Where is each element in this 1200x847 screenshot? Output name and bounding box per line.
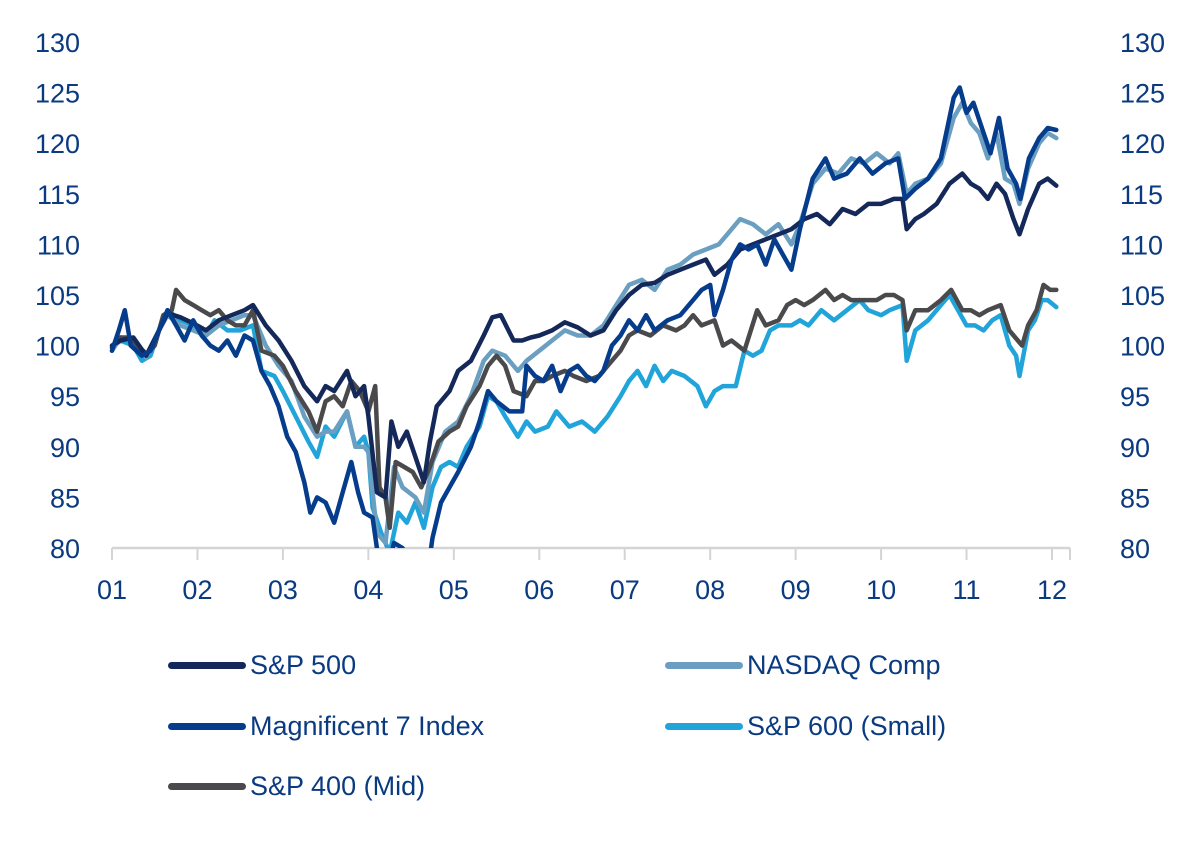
y-tick-label-right: 115 [1120, 180, 1163, 210]
x-tick-label: 12 [1037, 575, 1067, 605]
y-tick-label-right: 105 [1120, 281, 1165, 311]
x-tick-label: 05 [439, 575, 469, 605]
legend-swatch-mag7 [168, 723, 246, 730]
legend-label-sp500: S&P 500 [250, 650, 357, 680]
y-tick-label-right: 85 [1120, 483, 1150, 513]
y-axis-right-labels: 80 85 90 95 100 105 110 115 120 125 130 [1120, 28, 1165, 564]
legend-swatch-nasdaq [665, 662, 743, 669]
series-line-s-p-500 [109, 171, 1059, 500]
x-tick-label: 11 [953, 575, 981, 605]
y-tick-label-left: 115 [37, 180, 80, 210]
x-tick-label: 07 [610, 575, 640, 605]
series-line-s-p-600-small [109, 292, 1059, 548]
y-tick-label-right: 125 [1120, 79, 1165, 109]
y-tick-label-right: 95 [1120, 382, 1150, 412]
y-tick-label-right: 110 [1120, 230, 1163, 260]
y-tick-label-left: 110 [37, 230, 80, 260]
legend-label-mag7: Magnificent 7 Index [250, 711, 485, 741]
x-axis-labels: 01 02 03 04 05 06 07 08 09 10 11 12 [97, 575, 1067, 605]
legend-item-sp400[interactable]: S&P 400 (Mid) [168, 771, 425, 802]
legend-label-sp400: S&P 400 (Mid) [250, 771, 426, 801]
legend-swatch-sp600 [665, 723, 743, 730]
x-tick-label: 09 [781, 575, 811, 605]
legend-item-sp600[interactable]: S&P 600 (Small) [665, 711, 946, 742]
x-tick-label: 02 [182, 575, 212, 605]
y-tick-label-left: 130 [35, 28, 80, 58]
y-tick-label-left: 80 [50, 534, 80, 564]
x-axis-ticks [111, 548, 1071, 560]
series-line-magnificent-7-index [109, 85, 1059, 548]
y-tick-label-right: 120 [1120, 129, 1165, 159]
legend-label-nasdaq: NASDAQ Comp [747, 650, 941, 680]
y-tick-label-right: 80 [1120, 534, 1150, 564]
y-tick-label-left: 85 [50, 483, 80, 513]
x-tick-label: 04 [353, 575, 383, 605]
x-tick-label: 10 [866, 575, 896, 605]
series-line-s-p-400-mid [109, 282, 1059, 531]
x-tick-label: 06 [524, 575, 554, 605]
y-tick-label-right: 130 [1120, 28, 1165, 58]
y-tick-label-left: 125 [35, 79, 80, 109]
y-tick-label-left: 120 [35, 129, 80, 159]
y-tick-label-left: 90 [50, 433, 80, 463]
y-tick-label-right: 100 [1120, 332, 1165, 362]
legend-label-sp600: S&P 600 (Small) [747, 711, 947, 741]
y-axis-left-labels: 80 85 90 95 100 105 110 115 120 125 130 [35, 28, 80, 564]
legend-item-mag7[interactable]: Magnificent 7 Index [168, 711, 484, 742]
legend-swatch-sp500 [168, 662, 246, 669]
y-tick-label-left: 95 [50, 382, 80, 412]
x-tick-label: 03 [268, 575, 298, 605]
x-tick-label: 08 [695, 575, 725, 605]
legend-swatch-sp400 [168, 783, 246, 790]
y-tick-label-left: 105 [35, 281, 80, 311]
x-tick-label: 01 [97, 575, 127, 605]
y-tick-label-right: 90 [1120, 433, 1150, 463]
legend-item-sp500[interactable]: S&P 500 [168, 650, 356, 681]
series-lines [109, 85, 1059, 548]
y-tick-label-left: 100 [35, 332, 80, 362]
legend-item-nasdaq[interactable]: NASDAQ Comp [665, 650, 941, 681]
